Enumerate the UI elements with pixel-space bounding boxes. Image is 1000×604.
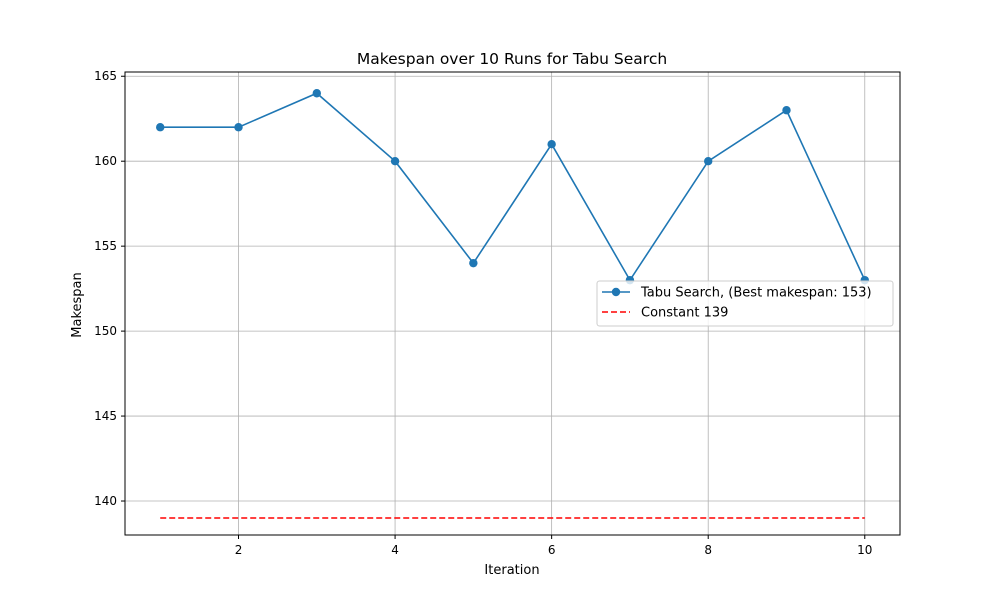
series-line-1: [160, 92, 866, 282]
y-tick-label: 155: [94, 239, 117, 253]
data-point: [390, 157, 400, 166]
data-point: [704, 157, 713, 166]
y-tick-label: 150: [94, 324, 117, 338]
data-point: [547, 140, 556, 149]
legend-label-1: Tabu Search, (Best makespan: 153): [640, 286, 872, 301]
x-tick-label: 8: [704, 543, 712, 557]
legend-label-2: Constant 139: [641, 306, 728, 321]
y-tick-label: 140: [94, 494, 117, 508]
data-point: [156, 123, 165, 132]
grid-lines: [125, 72, 900, 535]
data-point: [234, 123, 243, 132]
legend: Tabu Search, (Best makespan: 153) Constan…: [596, 280, 894, 327]
plot-frame: [124, 71, 901, 536]
x-tick-label: 6: [548, 543, 556, 557]
y-axis-label: Makespan: [70, 272, 85, 337]
x-tick-label: 2: [235, 543, 243, 557]
y-tick-label: 165: [94, 69, 117, 83]
chart-title: Makespan over 10 Runs for Tabu Search: [357, 50, 667, 68]
data-point: [312, 89, 321, 98]
y-tick-label: 145: [94, 409, 117, 423]
x-tick-label: 10: [857, 543, 872, 557]
axis-ticks: 2 4 6 8 10 140 145 150 155 160 165: [94, 69, 872, 557]
legend-box: [596, 280, 894, 327]
y-tick-label: 160: [94, 154, 117, 168]
data-point: [782, 106, 791, 115]
x-tick-label: 4: [391, 543, 399, 557]
x-axis-label: Iteration: [484, 563, 539, 578]
series-layer: [156, 89, 869, 519]
legend-marker: [611, 287, 621, 297]
data-point: [469, 258, 478, 268]
